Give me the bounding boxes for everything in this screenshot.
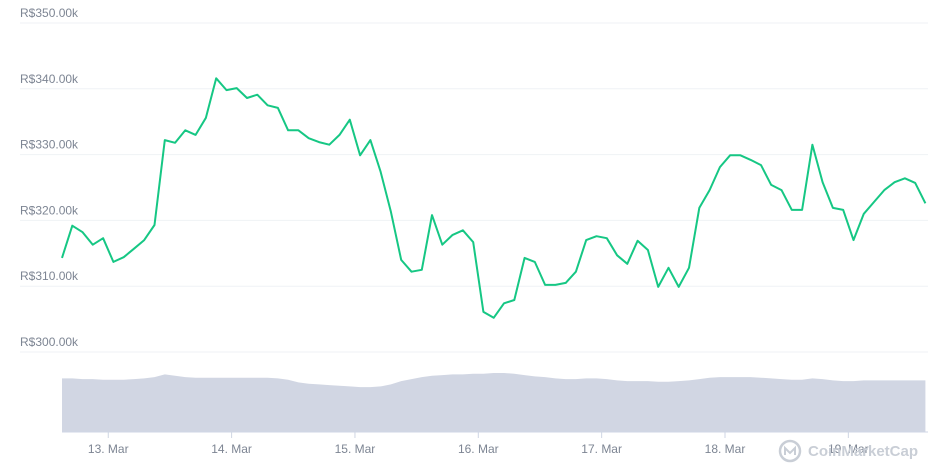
y-tick-label: R$300.00k — [20, 335, 79, 349]
x-tick-label: 14. Mar — [211, 442, 252, 456]
y-tick-label: R$320.00k — [20, 203, 79, 217]
volume-area — [62, 373, 926, 432]
x-tick-label: 18. Mar — [705, 442, 746, 456]
watermark: CoinMarketCap — [808, 443, 918, 460]
x-tick-label: 19. Mar — [828, 442, 869, 456]
x-tick-label: 13. Mar — [88, 442, 129, 456]
x-tick-label: 17. Mar — [581, 442, 622, 456]
y-tick-label: R$350.00k — [20, 6, 79, 20]
price-line — [61, 77, 927, 319]
watermark-logo — [778, 439, 802, 463]
x-tick-label: 15. Mar — [335, 442, 376, 456]
x-tick-label: 16. Mar — [458, 442, 499, 456]
y-tick-label: R$310.00k — [20, 269, 79, 283]
y-tick-label: R$330.00k — [20, 138, 79, 152]
y-tick-label: R$340.00k — [20, 72, 79, 86]
